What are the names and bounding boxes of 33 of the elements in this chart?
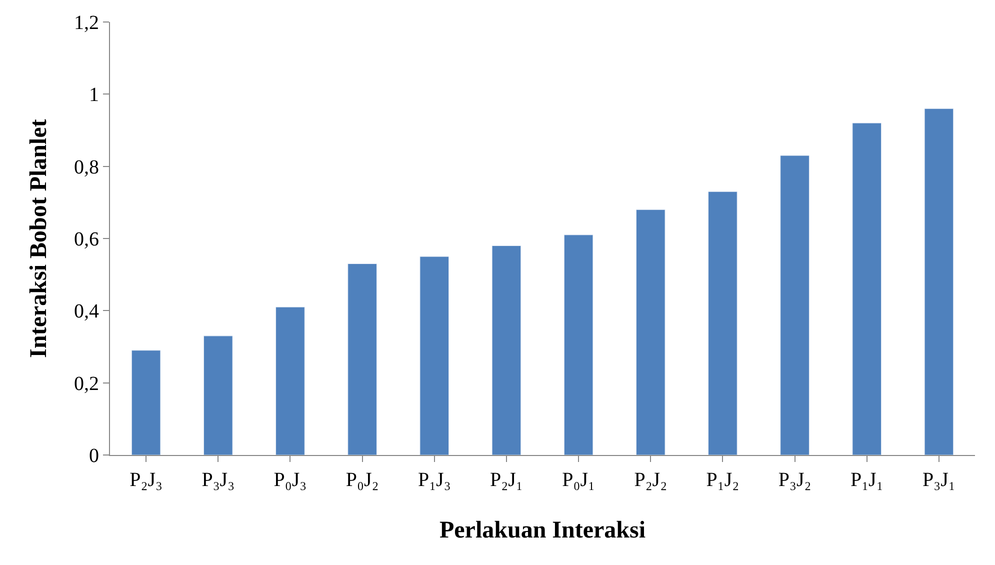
bar: [636, 209, 666, 455]
y-tick-label: 1,2: [74, 12, 99, 34]
x-tick-label: P₀J₁: [562, 469, 595, 491]
x-tick-label: P₀J₂: [346, 469, 379, 491]
x-tick-label: P₁J₁: [850, 469, 884, 491]
bar: [564, 234, 594, 455]
y-tick-label: 0: [89, 445, 99, 467]
bar: [131, 350, 161, 455]
x-tick-label: P₃J₃: [202, 469, 235, 491]
bar: [492, 245, 522, 455]
x-axis-title: Perlakuan Interaksi: [439, 517, 646, 544]
y-tick-label: 0,8: [74, 156, 99, 178]
x-tick-label: P₂J₂: [634, 469, 668, 491]
y-axis-title: Interaksi Bobot Planlet: [26, 119, 52, 358]
bar: [276, 306, 305, 455]
bar: [203, 336, 233, 455]
bar: [852, 122, 882, 455]
x-tick-label: P₁J₂: [706, 469, 740, 491]
x-tick-label: P₂J₃: [130, 469, 162, 491]
bar: [708, 191, 738, 455]
x-tick-label: P₂J₁: [490, 469, 523, 491]
bar: [780, 155, 810, 455]
y-tick-label: 0,4: [74, 300, 99, 323]
bar: [924, 108, 954, 455]
x-tick-label: P₃J₂: [778, 469, 812, 491]
bar: [420, 256, 450, 455]
y-tick-label: 0,6: [74, 228, 99, 250]
y-tick-label: 0,2: [74, 372, 99, 395]
y-tick-label: 1: [89, 84, 99, 106]
x-tick-label: P₀J₃: [274, 469, 307, 491]
bar: [348, 264, 377, 455]
x-tick-label: P₁J₃: [418, 469, 451, 491]
x-tick-label: P₃J₁: [922, 469, 956, 491]
